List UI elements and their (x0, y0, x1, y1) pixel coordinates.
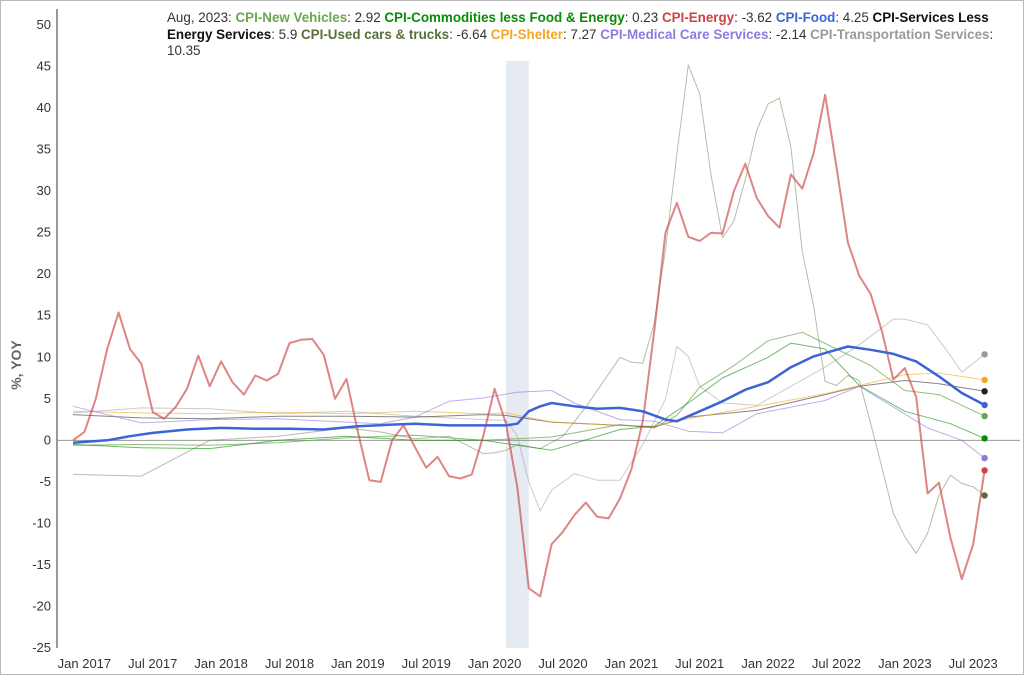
x-tick-label: Jul 2021 (675, 656, 724, 671)
series-line-cpi-used-cars-trucks (72, 64, 985, 554)
x-tick-label: Jan 2019 (331, 656, 385, 671)
y-tick-label: 5 (44, 391, 51, 406)
y-tick-label: 20 (37, 266, 51, 281)
y-tick-label: 35 (37, 142, 51, 157)
series-line-cpi-food (72, 345, 986, 445)
legend-date: Aug, 2023: (167, 10, 236, 25)
legend-entry-name: CPI-Services Less Energy Services (167, 10, 989, 42)
series-line-cpi-transportation-services (72, 318, 985, 512)
recession-band (506, 61, 529, 648)
y-tick-label: 0 (44, 432, 51, 447)
y-tick-label: 15 (37, 308, 51, 323)
legend-entry-value: : 5.9 (271, 26, 301, 42)
x-tick-label: Jul 2018 (265, 656, 314, 671)
end-dot-cpi-shelter (981, 376, 988, 384)
end-dot-cpi-transportation-services (981, 351, 988, 358)
x-tick-label: Jan 2021 (605, 656, 659, 671)
y-tick-label: 25 (37, 225, 51, 240)
end-dot-cpi-services-less-energy-services (981, 388, 988, 395)
legend-entry-value: : 7.27 (562, 26, 601, 42)
y-tick-label: -15 (32, 557, 51, 572)
end-dot-cpi-energy (981, 467, 988, 474)
end-dot-cpi-new-vehicles (981, 412, 988, 420)
x-tick-label: Jan 2018 (194, 656, 248, 671)
legend-entry-value: : 0.23 (624, 10, 662, 25)
x-tick-label: Jul 2020 (538, 656, 587, 671)
axis-layer: -25 -20 -15 -10 -5 0 5 10 15 20 25 30 35 40 45 50 Jan 20… (32, 9, 1020, 671)
series-line-cpi-energy (72, 93, 986, 598)
legend-entry-name: CPI-Commodities less Food & Energy (384, 10, 625, 25)
legend-entry-name: CPI-Transportation Services (810, 26, 990, 42)
end-dot-cpi-medical-care-services (981, 454, 988, 462)
y-tick-label: -5 (39, 474, 51, 489)
legend-entry-name: CPI-Food (775, 10, 836, 25)
legend-entry-value: : -6.64 (449, 26, 491, 42)
y-tick-label: 45 (37, 59, 51, 74)
legend-entry-value: : 4.25 (835, 10, 873, 25)
x-tick-label: Jan 2017 (58, 656, 112, 671)
y-tick-label: 50 (37, 17, 51, 32)
x-tick-label: Jan 2022 (741, 656, 795, 671)
x-tick-label: Jul 2017 (128, 656, 177, 671)
legend: Aug, 2023: CPI-New Vehicles: 2.92 CPI-Co… (167, 10, 1024, 60)
x-tick-label: Jul 2019 (402, 656, 451, 671)
legend-entry-name: CPI-Energy (661, 10, 735, 25)
series-line-cpi-shelter (72, 372, 985, 427)
y-tick-label: 10 (37, 349, 51, 364)
legend-entry-value: : -2.14 (768, 26, 811, 42)
legend-entry-value: : 10.35 (167, 26, 994, 59)
legend-entry-name: CPI-Used cars & trucks (301, 26, 450, 42)
y-axis-label: %, YOY (8, 340, 24, 390)
end-dot-cpi-commodities-less-food-energy (981, 435, 988, 442)
end-dot-cpi-food (981, 401, 988, 409)
legend-entry-name: CPI-New Vehicles (235, 10, 348, 25)
x-tick-label: Jul 2022 (812, 656, 861, 671)
y-tick-label: -10 (32, 515, 51, 530)
end-dot-cpi-used-cars-trucks (981, 492, 988, 499)
y-tick-label: -25 (32, 640, 51, 655)
series-line-cpi-new-vehicles (72, 331, 985, 446)
legend-entry-value: : 2.92 (347, 10, 385, 25)
series-line-cpi-medical-care-services (72, 385, 985, 459)
x-tick-label: Jan 2020 (468, 656, 522, 671)
y-tick-label: -20 (32, 598, 51, 613)
x-tick-label: Jul 2023 (949, 656, 998, 671)
legend-entry-name: CPI-Shelter (490, 26, 563, 42)
legend-entry-value: : -3.62 (734, 10, 776, 25)
y-tick-label: 30 (37, 183, 51, 198)
recession-band-layer (506, 61, 529, 648)
series-layer (72, 64, 986, 598)
end-dot-layer (981, 351, 988, 499)
legend-entry-name: CPI-Medical Care Services (600, 26, 769, 42)
x-tick-label: Jan 2023 (878, 656, 932, 671)
y-tick-label: 40 (37, 100, 51, 115)
